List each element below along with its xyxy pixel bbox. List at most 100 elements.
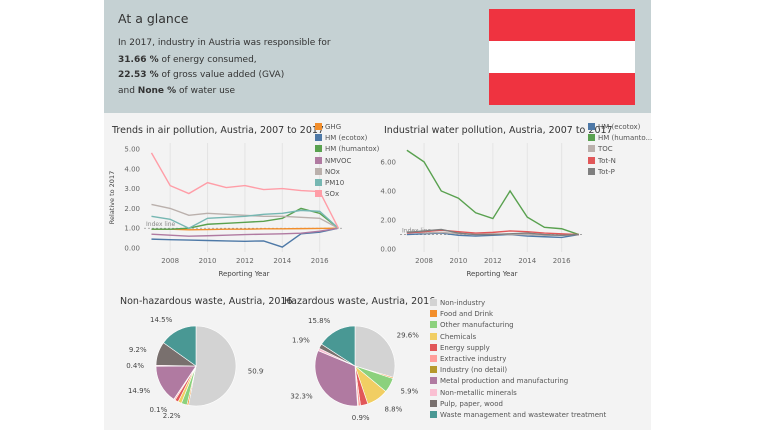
legend-swatch bbox=[588, 156, 595, 164]
legend-swatch bbox=[315, 167, 322, 175]
pie-data-label: 32.3% bbox=[290, 393, 313, 401]
pie-slice-waste-management-and-wastewater-treatment bbox=[321, 325, 356, 367]
legend-swatch bbox=[315, 123, 322, 130]
legend-swatch bbox=[588, 134, 595, 142]
hazardous-waste-pie: 29.6% 5.9% 8.8% 0.9% 32.3% 1.9% 15.8% bbox=[290, 317, 419, 422]
legend-swatch bbox=[315, 156, 322, 164]
air-pollution-chart: 2008 2010 2012 2014 2016 0.00 1.00 2.00 3.00 4.00… bbox=[108, 143, 344, 278]
legend-label: NMVOC bbox=[325, 156, 352, 165]
legend-label: HM (humanto... bbox=[598, 134, 653, 143]
x-tick-label: 2008 bbox=[161, 257, 179, 265]
pie-data-label: 0.1% bbox=[149, 406, 167, 414]
glance-title: At a glance bbox=[118, 11, 189, 26]
y-tick-label: 5.00 bbox=[124, 145, 140, 153]
series-line-tot-p bbox=[406, 228, 579, 236]
glance-line-1: In 2017, industry in Austria was respons… bbox=[118, 38, 331, 48]
energy-share-value: 31.66 % bbox=[118, 55, 159, 65]
legend-swatch bbox=[430, 399, 437, 407]
legend-label: Waste management and wastewater treatmen… bbox=[440, 411, 607, 419]
x-tick-label: 2014 bbox=[273, 257, 291, 265]
x-axis-label: Reporting Year bbox=[218, 270, 269, 278]
legend-swatch bbox=[430, 355, 437, 362]
legend-label: Metal production and manufacturing bbox=[440, 377, 569, 386]
dashboard: At a glance In 2017, industry in Austria… bbox=[104, 0, 653, 430]
legend-label: TOC bbox=[598, 145, 613, 154]
legend-label: PM10 bbox=[325, 179, 345, 187]
austria-flag bbox=[489, 9, 635, 105]
waste-legend: Non-industry Food and Drink Other manufact… bbox=[430, 298, 645, 426]
water-share-text: of water use bbox=[176, 86, 236, 96]
y-tick-label: 0.00 bbox=[380, 246, 396, 254]
haz-chart-title: Hazardous waste, Austria, 2016 bbox=[284, 296, 436, 307]
y-axis-label: Relative to 2017 bbox=[108, 171, 116, 224]
y-tick-label: 2.00 bbox=[124, 205, 140, 213]
water-share-prefix: and bbox=[118, 86, 138, 96]
water-chart-legend: HM (ecotox) HM (humanto... TOC Tot-N Tot-P bbox=[588, 122, 653, 182]
series-line-hm-ecotox bbox=[151, 227, 339, 248]
legend-swatch bbox=[430, 310, 437, 318]
pie-data-label: 0.4% bbox=[126, 362, 144, 370]
legend-label: Other manufacturing bbox=[440, 321, 514, 330]
legend-label: Extractive industry bbox=[440, 355, 507, 363]
pie-data-label: 14.5% bbox=[150, 316, 173, 324]
series-line-hm-humanto bbox=[406, 149, 580, 236]
legend-swatch bbox=[315, 190, 322, 198]
series-line-sox bbox=[150, 152, 340, 229]
x-tick-label: 2010 bbox=[199, 257, 217, 265]
pie-data-label: 5.9% bbox=[400, 388, 418, 396]
legend-label: GHG bbox=[325, 123, 342, 131]
legend-swatch bbox=[430, 388, 437, 396]
glance-line-3: 22.53 % of gross value added (GVA) bbox=[118, 70, 284, 80]
legend-label: HM (ecotox) bbox=[598, 123, 641, 131]
legend-label: NOx bbox=[325, 167, 340, 176]
flag-stripe-middle bbox=[489, 41, 635, 73]
pie-slice-metal-production-and-manufacturing bbox=[314, 350, 358, 407]
legend-swatch bbox=[588, 167, 595, 175]
legend-swatch bbox=[430, 366, 437, 374]
x-tick-label: 2016 bbox=[553, 257, 571, 265]
legend-label: HM (ecotox) bbox=[325, 134, 368, 143]
legend-label: HM (humantox) bbox=[325, 145, 380, 154]
series-line-tot-n bbox=[406, 229, 579, 236]
legend-label: Pulp, paper, wood bbox=[440, 399, 503, 408]
y-tick-label: 2.00 bbox=[380, 217, 396, 225]
air-chart-title: Trends in air pollution, Austria, 2007 t… bbox=[112, 125, 324, 136]
pie-data-label: 9.2% bbox=[129, 346, 147, 354]
legend-swatch bbox=[588, 123, 595, 130]
glance-line-2: 31.66 % of energy consumed, bbox=[118, 55, 257, 65]
y-tick-label: 4.00 bbox=[124, 165, 140, 173]
x-tick-label: 2016 bbox=[311, 257, 329, 265]
legend-label: Non-industry bbox=[440, 299, 486, 307]
legend-label: Tot-N bbox=[598, 156, 616, 165]
at-a-glance-panel: At a glance In 2017, industry in Austria… bbox=[104, 0, 651, 113]
x-axis-label: Reporting Year bbox=[466, 270, 517, 278]
legend-label: Non-metallic minerals bbox=[440, 388, 517, 397]
legend-swatch bbox=[430, 377, 437, 385]
pie-data-label: 15.8% bbox=[308, 317, 331, 325]
legend-swatch bbox=[315, 134, 322, 142]
glance-line-4: and None % of water use bbox=[118, 86, 235, 96]
legend-swatch bbox=[430, 411, 437, 418]
water-share-value: None % bbox=[137, 86, 177, 96]
x-tick-label: 2012 bbox=[236, 257, 254, 265]
legend-swatch bbox=[588, 145, 595, 153]
legend-label: Industry (no detail) bbox=[440, 366, 508, 375]
y-tick-label: 6.00 bbox=[380, 158, 396, 166]
energy-share-text: of energy consumed, bbox=[158, 55, 257, 65]
legend-swatch bbox=[430, 299, 437, 306]
pie-data-label: 1.9% bbox=[292, 337, 310, 345]
x-tick-label: 2010 bbox=[450, 257, 468, 265]
water-chart-title: Industrial water pollution, Austria, 200… bbox=[384, 125, 613, 136]
legend-swatch bbox=[430, 321, 437, 329]
y-tick-label: 1.00 bbox=[124, 225, 140, 233]
series-line-nox bbox=[151, 203, 339, 229]
legend-swatch bbox=[315, 145, 322, 153]
series-line-ghg bbox=[151, 227, 339, 231]
legend-label: Chemicals bbox=[440, 332, 477, 341]
index-line-label: Index line bbox=[146, 221, 176, 228]
series-line-pm10 bbox=[151, 209, 339, 230]
legend-swatch bbox=[315, 179, 322, 186]
pie-data-label: 0.9% bbox=[352, 414, 370, 422]
legend-swatch bbox=[430, 343, 437, 351]
pie-data-label: 2.2% bbox=[163, 412, 181, 420]
